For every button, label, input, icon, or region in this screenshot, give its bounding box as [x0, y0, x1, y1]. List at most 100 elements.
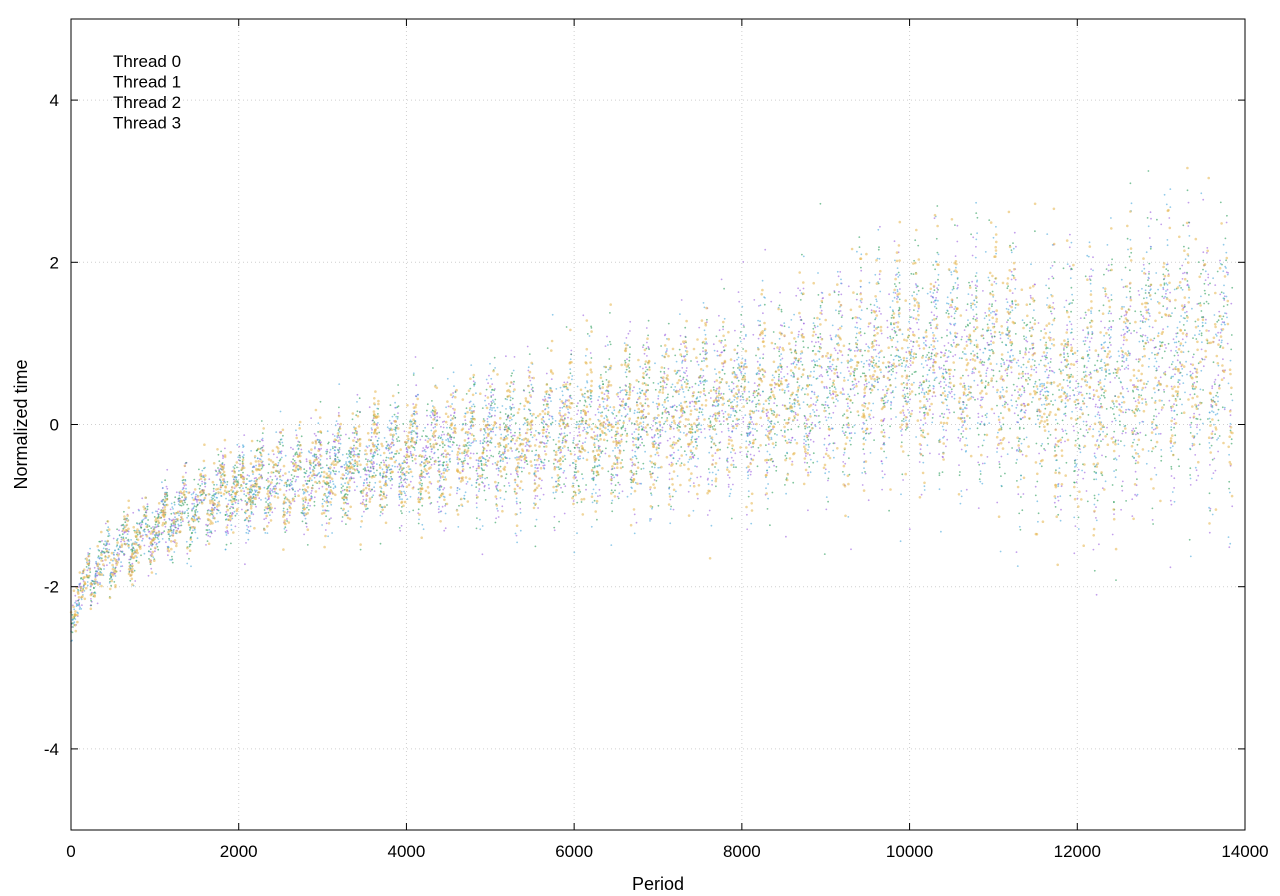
point	[891, 314, 894, 317]
point	[543, 445, 545, 448]
point	[372, 452, 375, 454]
point	[681, 367, 684, 369]
point	[476, 478, 479, 480]
point	[185, 484, 187, 486]
point	[635, 470, 638, 473]
point	[1135, 388, 1138, 390]
point	[324, 529, 327, 531]
point	[1228, 480, 1231, 483]
point	[1169, 499, 1172, 502]
point	[1193, 412, 1195, 415]
point	[206, 531, 209, 534]
point	[984, 312, 987, 314]
point	[1134, 493, 1136, 496]
point	[1220, 291, 1223, 294]
point	[1023, 335, 1025, 338]
point	[490, 400, 493, 403]
point	[148, 525, 151, 528]
point	[396, 440, 399, 442]
point	[292, 458, 294, 461]
point	[641, 427, 644, 430]
point	[546, 347, 549, 349]
point	[986, 456, 989, 458]
point	[644, 395, 647, 398]
point	[519, 508, 522, 510]
point	[1147, 279, 1149, 281]
point	[993, 323, 996, 325]
point	[715, 485, 717, 488]
point	[243, 434, 246, 436]
point	[442, 426, 445, 429]
point	[907, 409, 909, 411]
point	[836, 371, 839, 374]
point	[1089, 425, 1092, 428]
point	[917, 307, 920, 310]
point	[359, 411, 361, 414]
point	[1056, 422, 1059, 425]
point	[390, 445, 393, 448]
point	[1100, 403, 1102, 405]
point	[710, 446, 713, 449]
point	[285, 489, 288, 492]
point	[977, 507, 980, 509]
point	[858, 246, 861, 249]
point	[420, 484, 423, 487]
point	[935, 317, 938, 320]
point	[1045, 354, 1048, 357]
point	[1043, 387, 1046, 390]
point	[620, 427, 623, 430]
point	[606, 335, 608, 338]
point	[942, 368, 945, 371]
point	[1124, 332, 1126, 335]
point	[1097, 411, 1100, 414]
point	[592, 466, 594, 469]
point	[1183, 271, 1186, 274]
point	[857, 414, 860, 417]
point	[730, 456, 733, 459]
point	[400, 471, 402, 473]
point	[1102, 438, 1104, 441]
point	[411, 460, 414, 462]
point	[1152, 428, 1155, 431]
point	[529, 379, 532, 382]
point	[579, 399, 581, 402]
point	[906, 392, 909, 395]
point	[1035, 442, 1038, 445]
point	[815, 333, 817, 336]
point	[791, 437, 794, 439]
point	[578, 440, 581, 443]
point	[182, 487, 185, 490]
point	[1088, 349, 1091, 351]
point	[397, 436, 400, 438]
point	[958, 474, 961, 477]
point	[1129, 287, 1132, 289]
point	[813, 317, 816, 319]
point	[154, 536, 157, 539]
point	[956, 240, 959, 243]
point	[1179, 398, 1181, 401]
point	[668, 413, 670, 416]
point	[1112, 320, 1114, 322]
point	[1143, 345, 1145, 348]
point	[1106, 426, 1108, 429]
point	[1161, 341, 1164, 344]
point	[1157, 389, 1160, 391]
point	[430, 421, 433, 424]
point	[1082, 329, 1084, 332]
point	[913, 371, 916, 373]
point	[446, 466, 449, 469]
point	[848, 407, 851, 410]
point	[1221, 318, 1223, 320]
point	[927, 386, 930, 389]
point	[261, 466, 264, 468]
point	[332, 433, 334, 436]
point	[598, 488, 601, 491]
point	[665, 407, 668, 410]
point	[865, 419, 868, 422]
point	[575, 421, 578, 423]
point	[888, 370, 891, 373]
point	[1129, 182, 1132, 185]
point	[842, 424, 845, 427]
point	[812, 461, 815, 464]
point	[329, 480, 332, 482]
